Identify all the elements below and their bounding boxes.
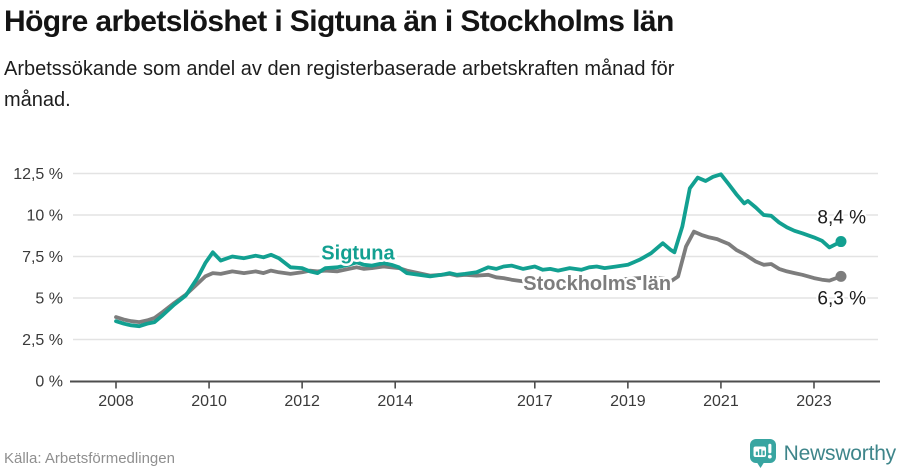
subtitle-line-2: månad. — [4, 89, 71, 111]
page-title: Högre arbetslöshet i Sigtuna än i Stockh… — [4, 5, 674, 38]
newsworthy-logo-text: Newsworthy — [783, 441, 897, 465]
subtitle-line-1: Arbetssökande som andel av den registerb… — [4, 58, 675, 80]
x-axis-tick-label: 2010 — [191, 393, 227, 410]
series-end-dot-stockholms-l-n — [835, 270, 847, 282]
x-axis-tick-label: 2008 — [98, 393, 134, 410]
source-note: Källa: Arbetsförmedlingen — [4, 450, 175, 467]
page-subtitle: Arbetssökande som andel av den registerb… — [4, 54, 864, 116]
y-axis-tick-label: 0 % — [35, 374, 63, 391]
x-axis-tick-label: 2021 — [703, 393, 739, 410]
y-axis-tick-label: 7,5 % — [22, 249, 63, 266]
x-axis-tick-label: 2012 — [284, 393, 320, 410]
series-label-sigtuna: Sigtuna — [321, 243, 395, 265]
series-label-stockholms-l-n: Stockholms län — [523, 273, 671, 295]
x-axis-tick-label: 2019 — [610, 393, 646, 410]
x-axis-tick-label: 2023 — [796, 393, 832, 410]
series-end-value-label-stockholms-l-n: 6,3 % — [817, 288, 866, 309]
y-axis-tick-label: 5 % — [35, 291, 63, 308]
series-line-stockholms-l-n — [114, 229, 843, 325]
y-axis-tick-label: 2,5 % — [22, 332, 63, 349]
newsworthy-logo-icon — [749, 439, 776, 468]
x-axis-tick-label: 2017 — [517, 393, 553, 410]
series-line-sigtuna — [114, 172, 843, 329]
y-axis-tick-label: 10 % — [27, 208, 63, 225]
newsworthy-logo[interactable]: Newsworthy — [749, 438, 896, 469]
series-end-value-label-sigtuna: 8,4 % — [817, 208, 866, 229]
x-axis-tick-label: 2014 — [377, 393, 413, 410]
series-end-dot-sigtuna — [835, 236, 847, 248]
y-axis-tick-label: 12,5 % — [13, 166, 63, 183]
